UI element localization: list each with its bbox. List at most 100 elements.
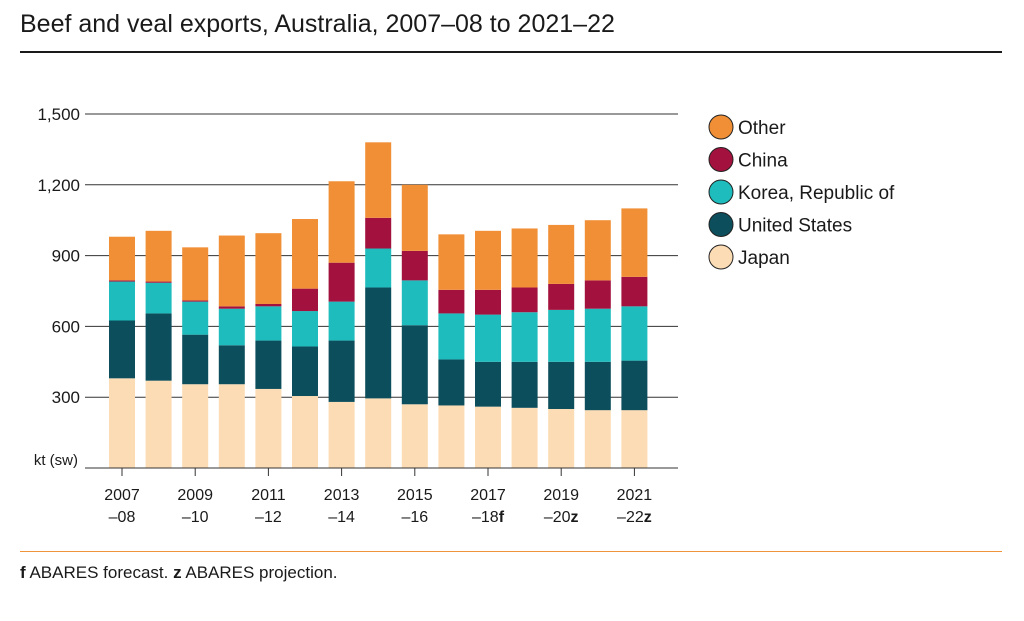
bar-segment-united-states <box>255 340 282 389</box>
bar-segment-united-states <box>584 361 611 411</box>
bar-segment-japan <box>255 388 282 468</box>
bar-segment-korea-republic-of <box>401 280 428 326</box>
x-tick-label-year: 2013 <box>324 487 360 504</box>
bar-segment-korea-republic-of <box>621 306 648 361</box>
bar-segment-other <box>401 184 428 251</box>
bar-segment-united-states <box>621 360 648 411</box>
bar-segment-other <box>182 247 209 301</box>
y-tick-label: 300 <box>52 388 80 407</box>
bar-segment-japan <box>218 384 245 468</box>
bar-segment-korea-republic-of <box>475 314 501 362</box>
legend-swatch-other <box>708 114 734 140</box>
bar-segment-other <box>328 181 355 263</box>
x-tick-label-span: –14 <box>328 509 355 526</box>
bar-segment-other <box>548 224 575 284</box>
bar-segment-china <box>328 262 355 302</box>
bar-segment-china <box>584 280 611 309</box>
bar-segment-korea-republic-of <box>438 313 465 360</box>
bar-segment-china <box>548 283 575 310</box>
bar-segment-korea-republic-of <box>511 312 538 362</box>
footnote-z-text: ABARES projection. <box>181 563 338 582</box>
y-tick-label: 900 <box>52 247 80 266</box>
footnote-z-marker: z <box>173 563 182 582</box>
bar-segment-korea-republic-of <box>328 301 355 341</box>
bar-segment-korea-republic-of <box>182 301 209 335</box>
bar-segment-united-states <box>511 361 538 408</box>
bar-segment-united-states <box>145 313 172 381</box>
bar-segment-other <box>145 230 172 282</box>
legend: Other China Korea, Republic of United State… <box>708 114 895 270</box>
bar-segment-japan <box>401 404 428 468</box>
bar-segment-japan <box>328 401 355 468</box>
legend-label: Korea, Republic of <box>738 183 895 204</box>
axes: 300 600 900 1,200 1,500 kt (sw) 2007 –08 2009 –10… <box>34 105 678 526</box>
x-tick-label-year: 2009 <box>177 487 213 504</box>
bar-segment-japan <box>438 405 465 468</box>
footnote-f-text: ABARES forecast. <box>25 563 174 582</box>
footnote: f ABARES forecast. z ABARES projection. <box>20 563 338 583</box>
legend-swatch-united-states <box>708 212 734 237</box>
legend-label: Other <box>738 118 786 139</box>
bar-segment-other <box>109 236 135 281</box>
bar-segment-united-states <box>548 361 575 409</box>
bar-segment-united-states <box>438 359 465 406</box>
bar-segment-korea-republic-of <box>548 309 575 362</box>
legend-swatch-korea-republic-of <box>708 179 734 205</box>
legend-label: United States <box>738 216 852 237</box>
bar-segment-japan <box>584 410 611 468</box>
bar-segment-china <box>255 303 282 307</box>
chart-title: Beef and veal exports, Australia, 2007–0… <box>20 10 615 38</box>
bar-segment-other <box>511 228 538 288</box>
bar-segment-japan <box>511 407 538 468</box>
bar-segment-united-states <box>218 345 245 385</box>
bar-segment-united-states <box>475 361 501 407</box>
bar-segment-united-states <box>292 346 318 397</box>
bar-segment-china <box>511 287 538 313</box>
bar-segment-china <box>182 300 209 302</box>
bar-segment-united-states <box>182 334 209 385</box>
bar-segment-china <box>438 289 465 314</box>
x-tick-label-span: –10 <box>182 509 209 526</box>
x-tick-label-span: –20z <box>544 509 579 526</box>
bar-segment-korea-republic-of <box>365 248 392 288</box>
bar-segment-japan <box>548 409 575 468</box>
bar-segment-china <box>218 306 245 309</box>
bar-segment-other <box>365 142 392 218</box>
x-tick-label-year: 2019 <box>543 487 579 504</box>
y-axis-label: kt (sw) <box>34 452 78 469</box>
bar-segment-korea-republic-of <box>145 282 172 314</box>
bar-segment-japan <box>182 384 209 468</box>
legend-swatch-japan <box>708 244 734 270</box>
x-tick-label-year: 2017 <box>470 487 506 504</box>
bar-segment-china <box>365 217 392 249</box>
bar-segment-japan <box>365 398 392 468</box>
y-tick-label: 600 <box>52 317 80 336</box>
bar-segment-korea-republic-of <box>584 308 611 362</box>
bar-segment-other <box>292 219 318 289</box>
bar-segment-japan <box>145 380 172 468</box>
x-tick-label-span: –16 <box>401 509 428 526</box>
bar-segment-united-states <box>365 287 392 399</box>
bar-segment-united-states <box>401 325 428 405</box>
bar-segment-japan <box>109 378 135 468</box>
bar-segment-other <box>475 230 501 290</box>
x-tick-label-span: –08 <box>109 509 136 526</box>
x-tick-label-year: 2007 <box>104 487 140 504</box>
footnote-rule <box>20 551 1002 552</box>
bar-segment-korea-republic-of <box>255 306 282 341</box>
bar-segment-other <box>218 235 245 307</box>
bar-segment-japan <box>292 396 318 468</box>
bar-segment-korea-republic-of <box>292 311 318 347</box>
footnote-f-marker: f <box>20 563 26 582</box>
title-rule <box>20 51 1002 53</box>
bar-segment-china <box>109 280 135 282</box>
x-tick-label-year: 2011 <box>251 487 286 504</box>
bar-segment-united-states <box>109 320 135 379</box>
bar-segment-united-states <box>328 340 355 402</box>
bar-segment-other <box>438 234 465 290</box>
bar-segment-other <box>584 220 611 281</box>
legend-label: Japan <box>738 248 790 269</box>
bar-segment-korea-republic-of <box>109 281 135 321</box>
legend-swatch-china <box>708 147 734 172</box>
